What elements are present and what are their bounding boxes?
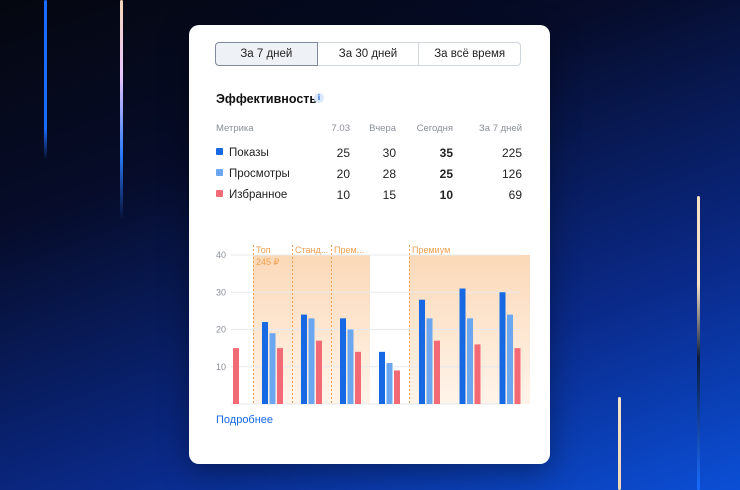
cell: 28 [382, 166, 396, 181]
cell: 69 [508, 187, 522, 202]
bar [426, 318, 433, 404]
bar [277, 348, 283, 404]
metric-label: Показы [229, 146, 269, 159]
decor-stripe [120, 0, 123, 220]
y-tick-label: 30 [216, 287, 226, 297]
favorites-legend-marker [216, 189, 223, 197]
views-legend-marker [216, 147, 223, 155]
bar [507, 314, 513, 404]
metric-label: Избранное [229, 188, 288, 201]
bar [514, 348, 521, 404]
cell: 15 [382, 187, 396, 202]
header-date: 7.03 [331, 122, 351, 134]
metric-favorites: Избранное [216, 184, 316, 205]
cell: 10 [439, 187, 453, 202]
decor-stripe [618, 397, 621, 490]
performance-card: За 7 дней За 30 дней За всё время Эффект… [189, 25, 550, 464]
table-row: Просмотры 20 28 25 126 [216, 163, 522, 184]
bar [262, 322, 268, 404]
bar [347, 329, 354, 404]
bar [233, 348, 239, 404]
header-metric: Метрика [216, 122, 254, 134]
cell: 126 [501, 166, 522, 181]
reviews-legend-marker [216, 168, 223, 176]
bar [474, 344, 481, 404]
cell: 25 [336, 145, 350, 160]
cell: 225 [501, 145, 522, 160]
tab-30-days[interactable]: За 30 дней [316, 42, 420, 66]
bar [394, 370, 400, 404]
promo-label: Станд... [295, 245, 328, 255]
bar [316, 340, 322, 404]
cell: 20 [336, 166, 350, 181]
promo-price: 245 ₽ [256, 257, 280, 267]
cell: 10 [336, 187, 350, 202]
header-yesterday: Вчера [369, 122, 396, 134]
bar [459, 288, 466, 404]
metrics-header-row: Метрика 7.03 Вчера Сегодня За 7 дней [216, 122, 522, 142]
cell: 30 [382, 145, 396, 160]
cell: 25 [439, 166, 453, 181]
decor-stripe [44, 0, 47, 160]
bar [419, 299, 425, 404]
tab-7-days[interactable]: За 7 дней [215, 42, 318, 66]
y-tick-label: 40 [216, 250, 226, 260]
table-row: Показы 25 30 35 225 [216, 142, 522, 163]
bar [269, 333, 276, 404]
bar [467, 318, 473, 404]
bar [340, 318, 346, 404]
more-link[interactable]: Подробнее [216, 414, 274, 426]
table-row: Избранное 10 15 10 69 [216, 184, 522, 205]
bar [379, 351, 385, 404]
metric-label: Просмотры [229, 167, 290, 180]
bar [301, 314, 307, 404]
section-title: Эффективность [216, 92, 318, 106]
header-today: Сегодня [416, 122, 453, 134]
bar [499, 292, 506, 404]
tab-all-time[interactable]: За всё время [418, 42, 522, 66]
metric-views: Показы [216, 142, 316, 163]
header-7-days: За 7 дней [479, 122, 522, 134]
cell: 35 [439, 145, 453, 160]
promo-label: Топ [256, 245, 271, 255]
decor-stripe [697, 196, 700, 490]
metrics-table: Метрика 7.03 Вчера Сегодня За 7 дней Пок… [216, 122, 522, 205]
info-icon[interactable]: i [314, 93, 324, 103]
bar [386, 363, 393, 404]
period-tabs: За 7 дней За 30 дней За всё время [215, 42, 522, 66]
y-tick-label: 20 [216, 325, 226, 335]
promo-label: Прем... [334, 245, 364, 255]
bar [308, 318, 315, 404]
y-tick-label: 10 [216, 362, 226, 372]
metric-reviews: Просмотры [216, 163, 316, 184]
promo-label: Премиум [412, 245, 450, 255]
bar [434, 340, 440, 404]
bar [355, 351, 361, 404]
